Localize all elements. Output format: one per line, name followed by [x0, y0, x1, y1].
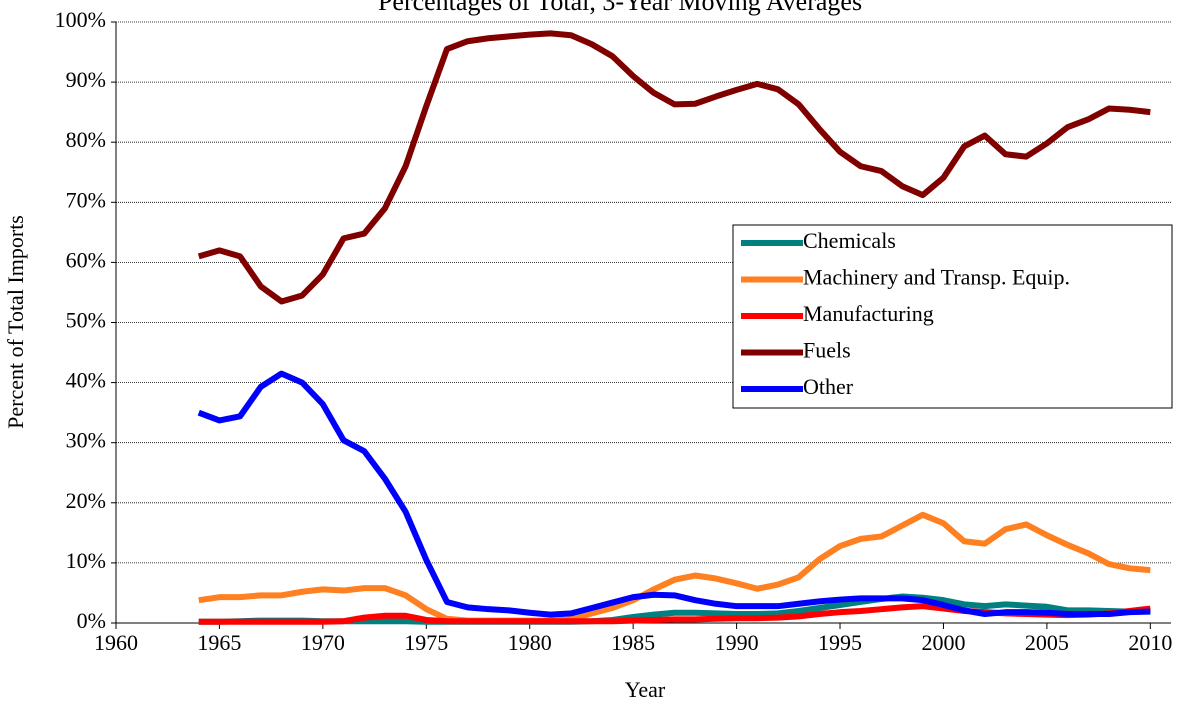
y-tick-label: 90% [66, 67, 106, 92]
series-line [197, 370, 1151, 618]
chart-title: Percentages of Total, 3-Year Moving Aver… [378, 0, 862, 16]
y-tick-label: 0% [77, 608, 106, 633]
legend: Chemicals Machinery and Transp. Equip. Man… [732, 224, 1173, 409]
x-tick-label: 2005 [1025, 630, 1069, 655]
y-tick-label: 40% [66, 368, 106, 393]
y-tick-label: 80% [66, 127, 106, 152]
legend-label: Other [803, 374, 854, 399]
y-tick-label: 20% [66, 488, 106, 513]
legend-box [732, 224, 1173, 409]
legend-label: Machinery and Transp. Equip. [803, 265, 1070, 290]
x-tick-label: 1970 [301, 630, 345, 655]
y-tick-label: 10% [66, 548, 106, 573]
y-tick-label: 100% [55, 7, 106, 32]
y-tick-label: 60% [66, 247, 106, 272]
x-tick-label: 1980 [508, 630, 552, 655]
x-axis-label: Year [625, 677, 666, 702]
legend-label: Fuels [803, 338, 851, 363]
legend-label: Chemicals [803, 228, 896, 253]
x-tick-label: 1995 [818, 630, 862, 655]
x-tick-label: 1990 [715, 630, 759, 655]
series-line [198, 511, 1151, 624]
x-tick-label: 2010 [1128, 630, 1172, 655]
series-line [197, 30, 1151, 305]
y-tick-label: 70% [66, 187, 106, 212]
y-tick-label: 30% [66, 428, 106, 453]
x-tick-label: 1965 [197, 630, 241, 655]
x-tick-label: 1985 [611, 630, 655, 655]
legend-label: Manufacturing [803, 301, 934, 326]
y-tick-label: 50% [66, 308, 106, 333]
x-tick-label: 2000 [921, 630, 965, 655]
x-tick-label: 1975 [404, 630, 448, 655]
x-tick-label: 1960 [94, 630, 138, 655]
y-axis-label: Percent of Total Imports [3, 215, 28, 429]
